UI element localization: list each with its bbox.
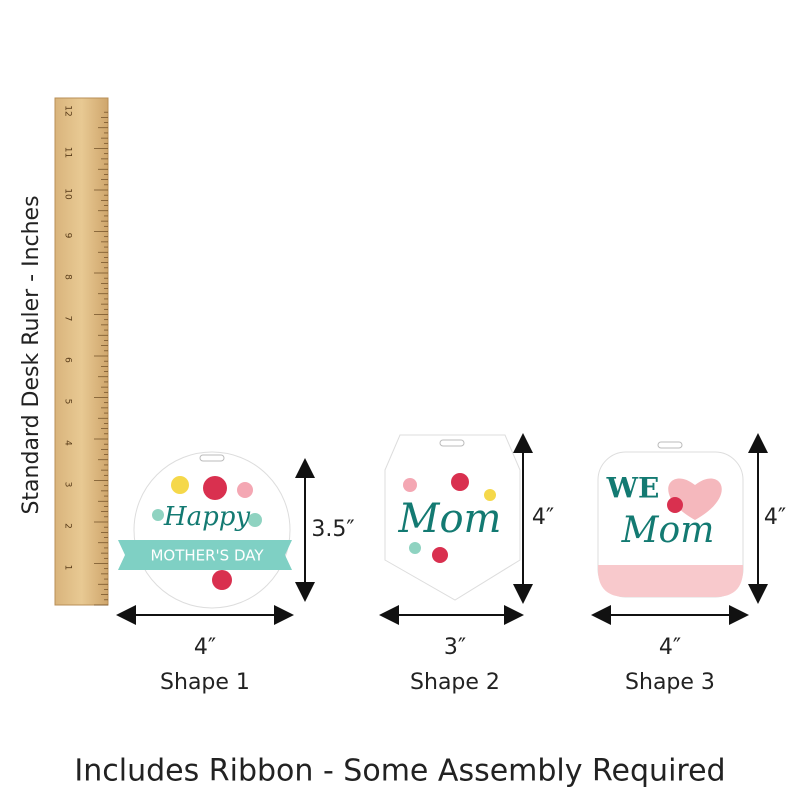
heart [668, 478, 722, 520]
ruler-label: 7 [63, 316, 73, 322]
ruler-label: 1 [63, 565, 73, 571]
flower [667, 497, 683, 513]
shape-text: Happy [163, 502, 250, 532]
leaf [152, 509, 164, 521]
shape-text: Mom [398, 496, 502, 542]
shape-name: Shape 1 [160, 670, 250, 695]
ruler-label: 10 [63, 188, 73, 200]
width-label: 4″ [659, 635, 681, 660]
shape-name: Shape 3 [625, 670, 715, 695]
pink-band [598, 565, 743, 597]
height-label: 4″ [764, 505, 786, 530]
ribbon-hole [199, 454, 225, 462]
height-label: 4″ [532, 505, 554, 530]
ruler-label: 6 [63, 357, 73, 363]
shape-text: Mom [621, 510, 715, 551]
width-label: 4″ [194, 635, 216, 660]
ruler-label: 5 [63, 399, 73, 405]
shape-outline [384, 434, 521, 601]
flower [484, 489, 496, 501]
flower [432, 547, 448, 563]
leaf [409, 542, 421, 554]
shape-3: WE Mom 4″ 4″ Shape 3 [591, 433, 786, 695]
flower [237, 482, 253, 498]
ruler-caption: Standard Desk Ruler - Inches [19, 195, 44, 514]
ruler-label: 4 [63, 440, 73, 446]
banner [118, 540, 292, 570]
ribbon-hole [439, 439, 465, 447]
leaf [248, 513, 262, 527]
ruler-label: 11 [63, 147, 73, 158]
ruler-label: 3 [63, 482, 73, 488]
ribbon-hole [657, 441, 683, 449]
shape-2: Mom 4″ 3″ Shape 2 [379, 433, 554, 695]
ruler-label: 8 [63, 274, 73, 280]
footer: Includes Ribbon - Some Assembly Required [74, 754, 725, 789]
ruler-label: 2 [63, 523, 73, 529]
shape-text: WE [606, 472, 660, 505]
ruler-label: 9 [63, 233, 73, 239]
flower [203, 476, 227, 500]
ruler-label: 12 [63, 105, 73, 116]
shape-name: Shape 2 [410, 670, 500, 695]
shape-text: MOTHER'S DAY [150, 547, 264, 565]
ruler-body [54, 97, 109, 606]
height-label: 3.5″ [311, 517, 354, 542]
flower [451, 473, 469, 491]
width-label: 3″ [444, 635, 466, 660]
flower [212, 570, 232, 590]
shape-1: Happy MOTHER'S DAY 3.5″ 4″ Shape 1 [116, 451, 355, 695]
flower [403, 478, 417, 492]
flower [171, 476, 189, 494]
